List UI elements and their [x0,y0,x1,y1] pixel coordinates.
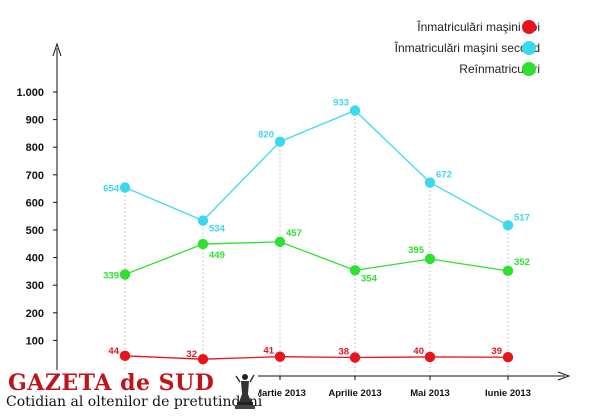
series-re-registrations-point [424,253,436,265]
data-label: 44 [108,346,119,357]
statue-logo-icon [235,374,255,409]
series-re-registrations-point [502,265,514,277]
data-label: 40 [413,346,424,357]
legend-item-second-hand-cars: Înmatriculări maşini second [394,41,540,55]
series-second-hand-cars-point [424,177,436,188]
legend-marker-new-cars [522,20,536,34]
series-new-cars-point [274,351,286,362]
y-tick-label: 800 [26,142,44,154]
data-label: 339 [103,270,119,281]
series-second-hand-cars-point [119,182,131,193]
data-label: 354 [361,273,378,284]
data-label: 41 [263,346,274,357]
series-re-registrations-point [274,236,286,248]
series-re-registrations-point [349,265,361,276]
newspaper-brand: GAZETA de SUD Cotidian al oltenilor de p… [6,370,262,412]
data-label: 517 [514,212,530,223]
series-new-cars-line [124,355,509,360]
x-tick-label: Iunie 2013 [485,388,531,399]
series-re-registrations-point [119,269,131,280]
brand-subtitle: Cotidian al oltenilor de pretutindeni [6,394,263,410]
y-tick-label: 400 [26,253,44,265]
brand-title: GAZETA de SUD [8,370,215,396]
y-tick-label: 300 [26,280,44,292]
series-new-cars-point [502,352,514,363]
x-axis-arrow [557,371,571,381]
legend-item-re-registrations: Reînmatriculări [459,62,540,76]
data-label: 672 [436,170,452,181]
y-tick-label: 600 [26,197,44,209]
data-label: 654 [103,183,120,194]
series-second-hand-cars-point [349,105,361,116]
x-tick-label: Mai 2013 [410,388,450,399]
data-label: 32 [186,349,197,360]
series-second-hand-cars-point [502,220,514,231]
series-new-cars-point [197,353,209,365]
series-re-registrations-line [124,241,509,276]
data-label: 352 [514,257,530,268]
y-tick-label: 900 [26,115,44,127]
series-second-hand-cars-point [197,215,209,226]
data-label: 457 [286,228,302,239]
data-label: 395 [408,245,425,256]
series-new-cars-point [119,350,131,362]
data-label: 38 [338,347,349,358]
legend-item-new-cars: Înmatriculări maşini noi [417,20,540,34]
legend-marker-re-registrations [522,62,536,76]
y-tick-label: 700 [26,170,44,182]
x-tick-label: Aprilie 2013 [328,388,381,399]
data-label: 534 [209,224,226,235]
series-re-registrations-point [197,238,209,250]
legend-marker-second-hand-cars [522,41,536,55]
data-label: 449 [209,250,225,261]
y-axis-arrow [52,42,62,57]
y-tick-label: 200 [26,308,44,320]
x-tick-label: Martie 2013 [254,388,306,399]
series-second-hand-cars-line [124,109,509,226]
series-new-cars-point [349,352,361,363]
y-tick-label: 1.000 [16,87,44,99]
data-label: 820 [258,130,274,141]
data-label: 933 [333,97,349,108]
data-label: 39 [491,346,502,357]
series-second-hand-cars-point [274,136,286,147]
y-tick-label: 500 [26,225,44,237]
series-new-cars-point [424,351,436,363]
y-tick-label: 100 [26,335,44,347]
